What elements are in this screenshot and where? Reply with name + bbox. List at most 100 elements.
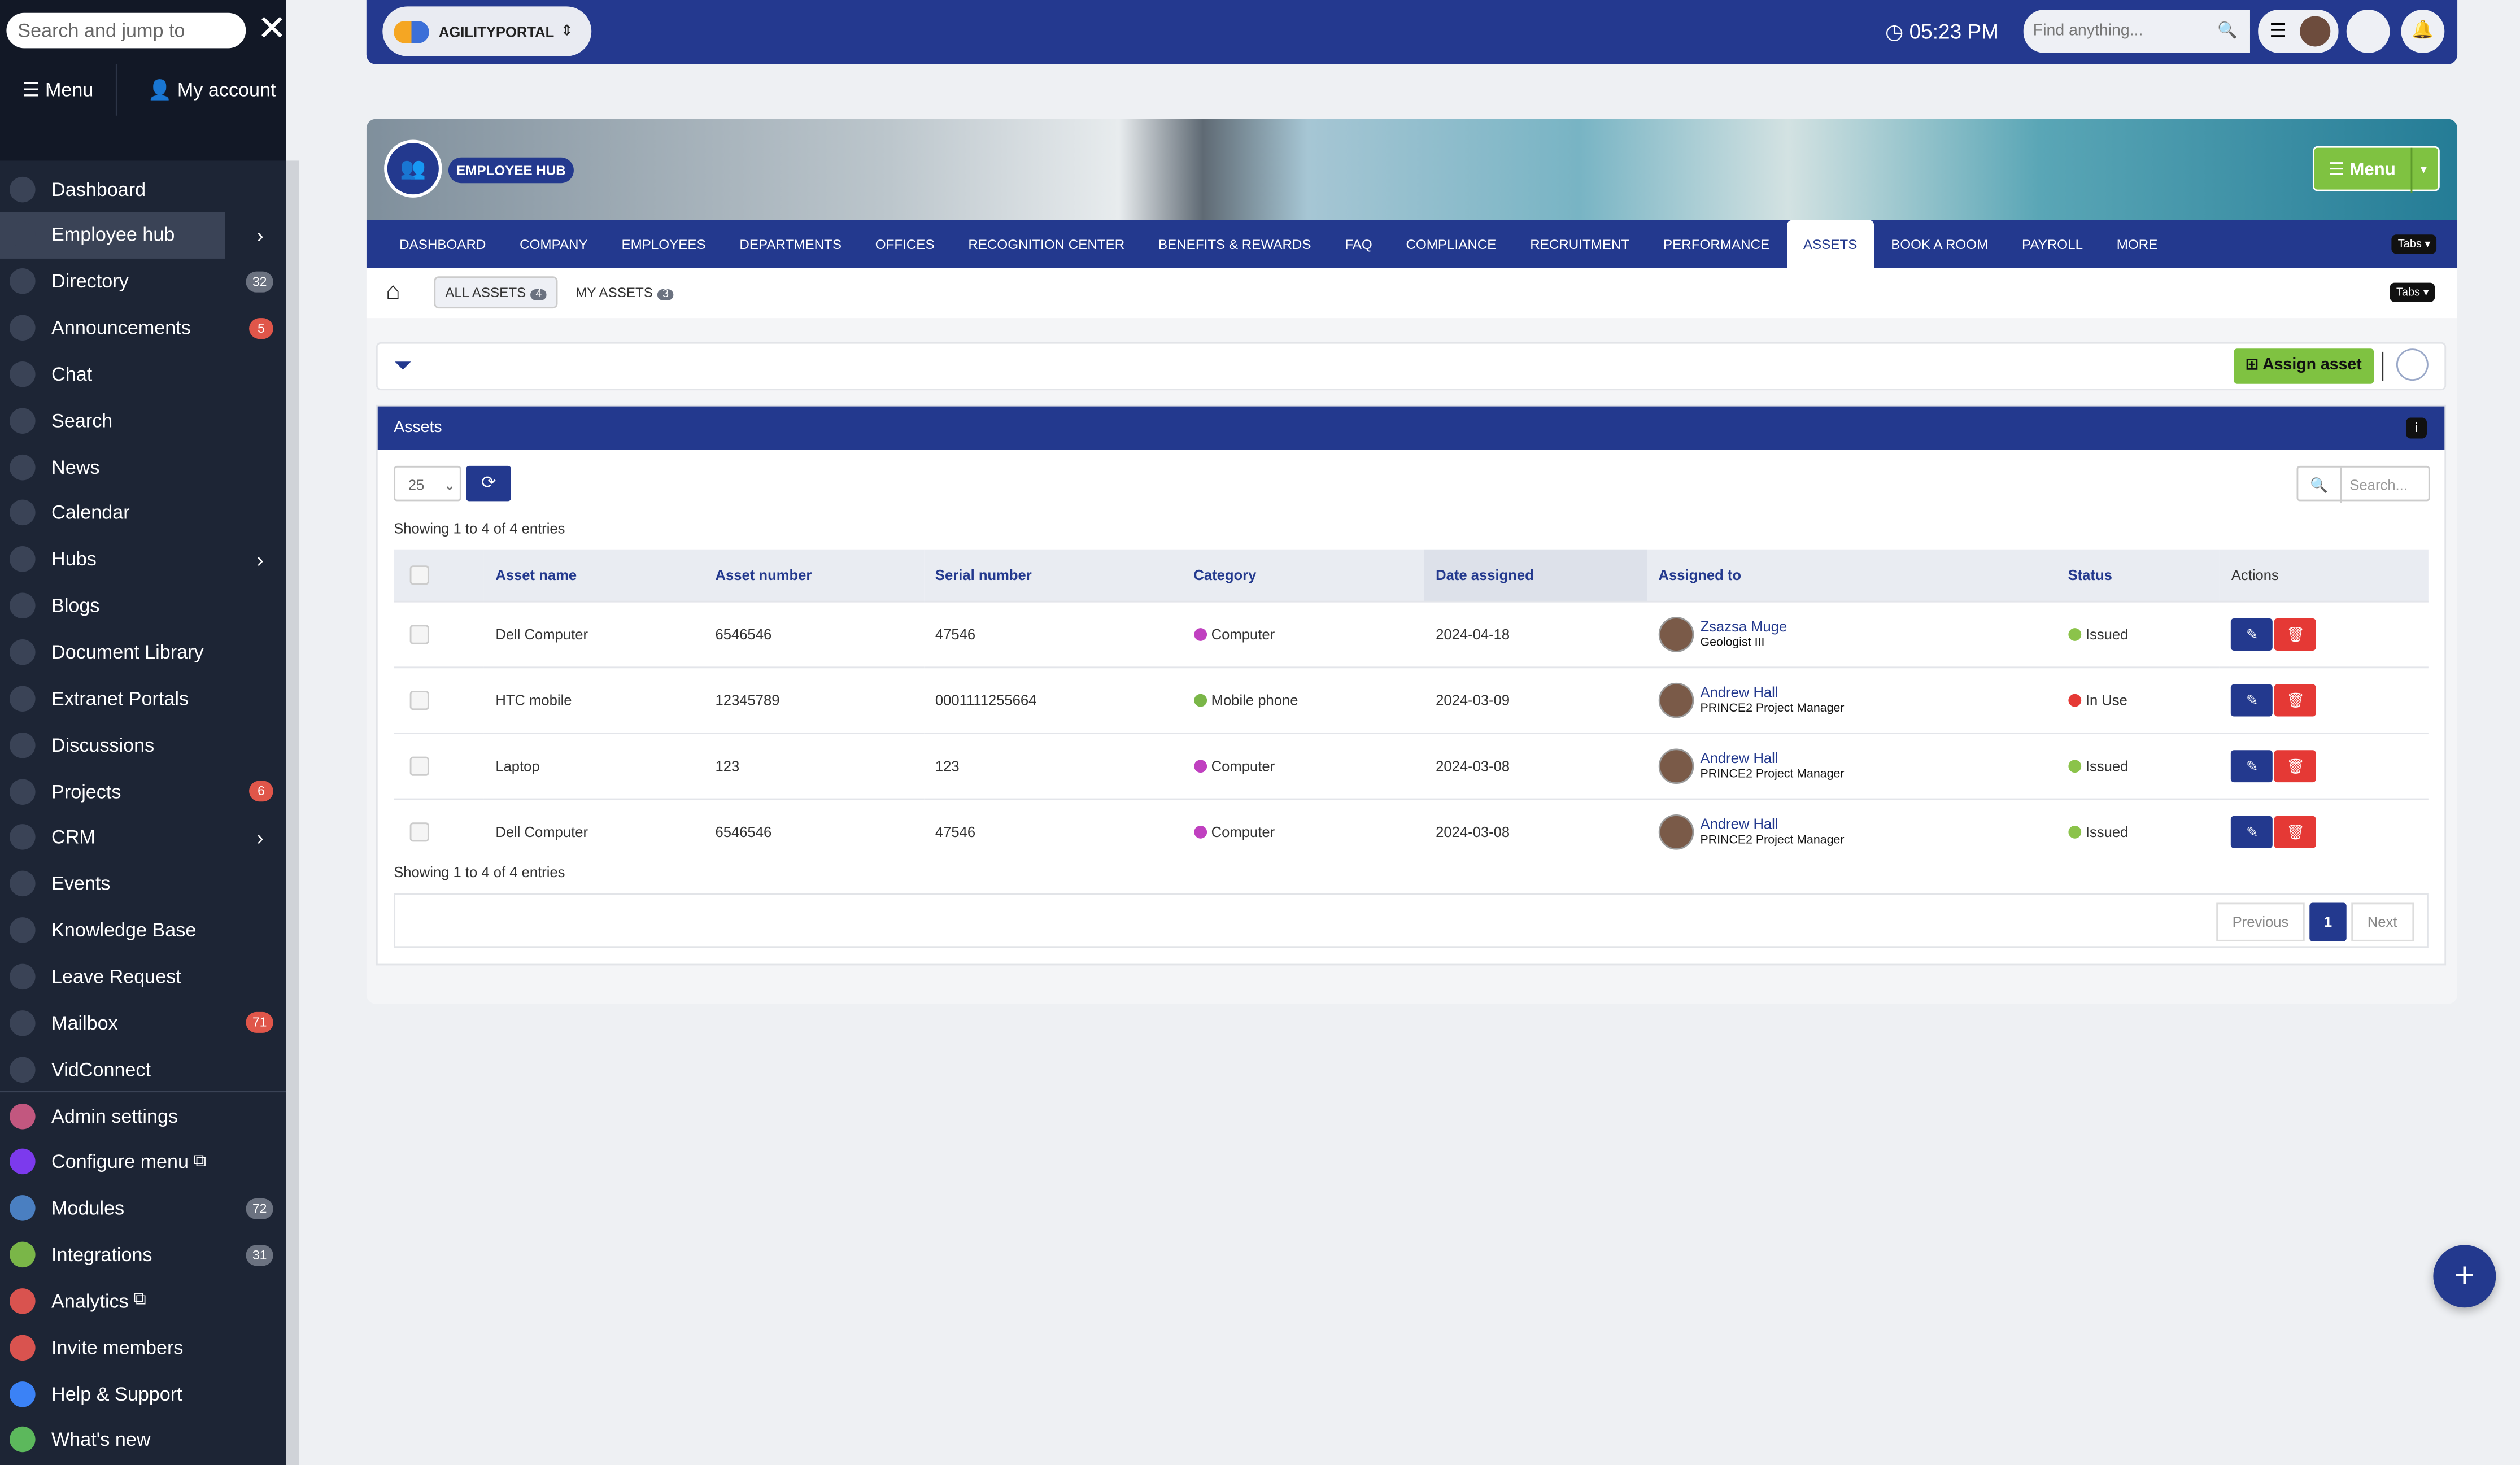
- previous-button[interactable]: Previous: [2216, 902, 2305, 941]
- checkbox[interactable]: [409, 565, 429, 585]
- nav-item[interactable]: Events: [0, 861, 286, 907]
- nav-item[interactable]: Projects 6: [0, 768, 286, 814]
- page-button[interactable]: 1: [2309, 902, 2347, 941]
- assignee-name[interactable]: Zsazsa Muge: [1700, 618, 1787, 635]
- nav-label: Admin settings: [51, 1104, 178, 1127]
- view-toggle[interactable]: [2396, 348, 2429, 381]
- nav-item[interactable]: Blogs: [0, 582, 286, 629]
- hub-tab[interactable]: DASHBOARD: [399, 236, 486, 252]
- hub-tab[interactable]: DEPARTMENTS: [739, 236, 842, 252]
- search-input[interactable]: 🔍 Search...: [2296, 465, 2430, 503]
- checkbox[interactable]: [409, 625, 429, 644]
- nav-item[interactable]: Search: [0, 397, 286, 443]
- hub-tab[interactable]: COMPLIANCE: [1406, 236, 1497, 252]
- nav-item[interactable]: What's new: [0, 1416, 286, 1463]
- filter-icon[interactable]: ⏷: [394, 351, 412, 378]
- checkbox[interactable]: [409, 691, 429, 710]
- nav-item[interactable]: Announcements 5: [0, 304, 286, 351]
- edit-button[interactable]: ✎: [2231, 816, 2273, 848]
- edit-button[interactable]: ✎: [2231, 618, 2273, 651]
- nav-item[interactable]: Employee hub ›: [0, 212, 264, 259]
- hub-tab[interactable]: BENEFITS & REWARDS: [1158, 236, 1311, 252]
- nav-item[interactable]: Dashboard: [0, 165, 286, 212]
- scrollbar[interactable]: [286, 160, 299, 1465]
- hub-tab[interactable]: EMPLOYEES: [621, 236, 706, 252]
- tabs-button[interactable]: Tabs ▾: [2391, 234, 2437, 254]
- page-size-select[interactable]: 25 ⌄: [394, 465, 461, 502]
- nav-item[interactable]: VidConnect: [0, 1046, 286, 1092]
- nav-item[interactable]: Configure menu ⧉: [0, 1139, 286, 1185]
- nav-item[interactable]: Knowledge Base: [0, 907, 286, 953]
- subtab[interactable]: ALL ASSETS 4: [434, 276, 558, 309]
- brand-switcher[interactable]: AGILITYPORTAL ⇕: [382, 6, 592, 56]
- nav-item[interactable]: Chat: [0, 351, 286, 397]
- search-box[interactable]: Search and jump to: [6, 12, 246, 49]
- hub-tab[interactable]: ASSETS: [1786, 220, 1874, 268]
- refresh-button[interactable]: ⟳: [466, 465, 511, 502]
- nav-item[interactable]: Invite members: [0, 1324, 286, 1370]
- close-icon[interactable]: ✕: [257, 8, 287, 49]
- nav-item[interactable]: Document Library: [0, 629, 286, 675]
- nav-item[interactable]: Directory 32: [0, 258, 286, 304]
- nav-item[interactable]: News: [0, 443, 286, 490]
- header-cell[interactable]: Status: [2056, 549, 2220, 602]
- nav-item[interactable]: Help & Support: [0, 1370, 286, 1416]
- header-cell[interactable]: Category: [1182, 549, 1425, 602]
- hub-menu-button[interactable]: ☰ Menu ▾: [2312, 146, 2440, 193]
- hub-tab[interactable]: BOOK A ROOM: [1891, 236, 1989, 252]
- menu-button[interactable]: ☰ Menu: [22, 79, 94, 102]
- delete-button[interactable]: 🗑: [2274, 684, 2317, 717]
- hub-tab[interactable]: MORE: [2116, 236, 2158, 252]
- delete-button[interactable]: 🗑: [2274, 816, 2317, 848]
- edit-button[interactable]: ✎: [2231, 684, 2273, 717]
- hub-tab[interactable]: RECRUITMENT: [1530, 236, 1630, 252]
- nav-item[interactable]: Calendar: [0, 490, 286, 536]
- header-cell[interactable]: Serial number: [924, 549, 1183, 602]
- header-cell[interactable]: Assigned to: [1647, 549, 2057, 602]
- nav-item[interactable]: Mailbox 71: [0, 1000, 286, 1046]
- header-cell[interactable]: Asset number: [704, 549, 925, 602]
- checkbox[interactable]: [409, 756, 429, 776]
- home-icon[interactable]: ⌂: [385, 278, 400, 306]
- user-menu[interactable]: ☰: [2258, 10, 2339, 53]
- calendar-button[interactable]: [2346, 10, 2390, 53]
- cell: [394, 798, 485, 865]
- nav-item[interactable]: Admin settings: [0, 1092, 286, 1139]
- hub-tab[interactable]: PAYROLL: [2022, 236, 2083, 252]
- nav-item[interactable]: Analytics ⧉: [0, 1277, 286, 1324]
- nav-item[interactable]: Integrations 31: [0, 1231, 286, 1277]
- next-button[interactable]: Next: [2351, 902, 2413, 941]
- nav-item[interactable]: Discussions: [0, 722, 286, 768]
- header-cell[interactable]: Actions: [2220, 549, 2429, 602]
- nav-item[interactable]: Hubs ›: [0, 536, 286, 582]
- nav-label: Modules: [51, 1197, 125, 1220]
- nav-label: Leave Request: [51, 965, 181, 988]
- assign-button[interactable]: ⊞ Assign asset: [2234, 348, 2373, 384]
- find-button[interactable]: 🔍: [2205, 10, 2250, 53]
- nav-item[interactable]: Modules 72: [0, 1185, 286, 1231]
- menu-label: Menu: [45, 79, 94, 102]
- hub-tab[interactable]: PERFORMANCE: [1663, 236, 1770, 252]
- account-button[interactable]: 👤 My account: [147, 79, 276, 102]
- nav-label: Knowledge Base: [51, 919, 197, 942]
- checkbox[interactable]: [409, 822, 429, 842]
- hub-tab[interactable]: COMPANY: [520, 236, 588, 252]
- notifications-button[interactable]: 🔔: [2401, 10, 2445, 53]
- assignee-name[interactable]: Andrew Hall: [1700, 750, 1778, 766]
- tabs-button[interactable]: Tabs ▾: [2390, 282, 2435, 302]
- hub-tab[interactable]: OFFICES: [875, 236, 935, 252]
- edit-button[interactable]: ✎: [2231, 750, 2273, 783]
- nav-item[interactable]: Extranet Portals: [0, 675, 286, 722]
- assignee-name[interactable]: Andrew Hall: [1700, 816, 1778, 832]
- nav-item[interactable]: CRM ›: [0, 814, 286, 861]
- header-cell[interactable]: Asset name: [484, 549, 704, 602]
- hub-tab[interactable]: RECOGNITION CENTER: [968, 236, 1125, 252]
- delete-button[interactable]: 🗑: [2274, 618, 2317, 651]
- delete-button[interactable]: 🗑: [2274, 750, 2317, 783]
- subtab[interactable]: MY ASSETS 3: [564, 276, 685, 308]
- fab-add[interactable]: +: [2433, 1245, 2496, 1308]
- header-cell[interactable]: Date assigned: [1424, 549, 1647, 602]
- hub-tab[interactable]: FAQ: [1345, 236, 1372, 252]
- nav-item[interactable]: Leave Request: [0, 953, 286, 1000]
- assignee-name[interactable]: Andrew Hall: [1700, 684, 1778, 701]
